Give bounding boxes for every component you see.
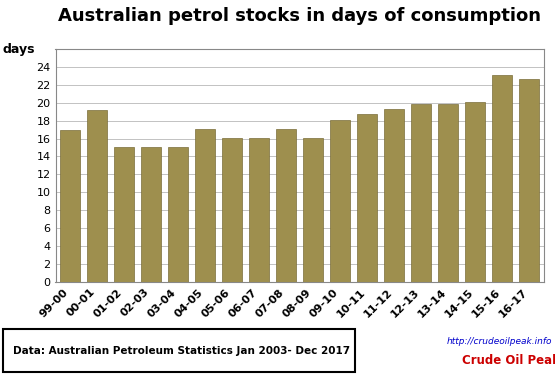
Bar [303,138,324,282]
Text: days: days [3,43,36,56]
Text: Crude Oil Peak: Crude Oil Peak [462,354,555,367]
Bar [249,138,269,282]
Text: http://crudeoilpeak.info: http://crudeoilpeak.info [447,337,552,346]
Bar [330,120,350,282]
Bar [168,147,188,282]
Bar [114,147,134,282]
FancyBboxPatch shape [3,329,355,372]
Bar [411,103,431,282]
Bar [465,102,485,282]
Text: Data: Australian Petroleum Statistics Jan 2003- Dec 2017: Data: Australian Petroleum Statistics Ja… [13,347,350,356]
Bar [384,109,404,282]
Bar [87,110,108,282]
Bar [141,147,162,282]
Title: Australian petrol stocks in days of consumption: Australian petrol stocks in days of cons… [58,7,541,25]
Bar [438,103,458,282]
Bar [222,138,243,282]
Bar [492,75,512,282]
Bar [276,129,296,282]
Bar [60,130,80,282]
Bar [519,79,539,282]
Bar [357,114,377,282]
Bar [195,129,215,282]
